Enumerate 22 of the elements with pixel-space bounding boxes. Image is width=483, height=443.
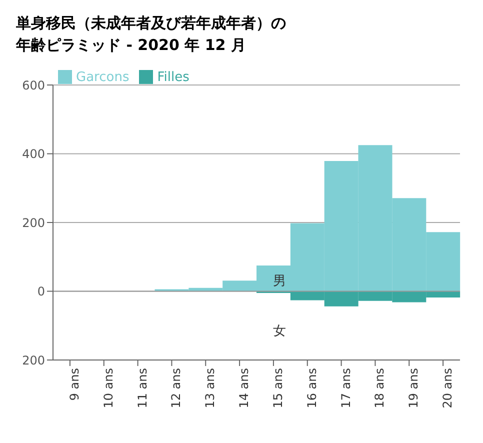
x-tick-label: 12 ans	[169, 368, 184, 408]
y-tick-label: 200	[22, 353, 45, 368]
x-tick-label: 20 ans	[440, 368, 455, 408]
legend-label: Filles	[157, 70, 190, 85]
annotation: 女	[273, 323, 286, 340]
x-tick-label: 15 ans	[270, 368, 285, 408]
y-tick-label: 400	[22, 147, 45, 162]
x-tick-label: 18 ans	[372, 368, 387, 408]
x-tick-label: 14 ans	[237, 368, 252, 408]
x-tick-label: 9 ans	[67, 368, 82, 401]
x-tick-label: 11 ans	[135, 368, 150, 408]
x-tick-label: 17 ans	[338, 368, 353, 408]
x-tick-label: 19 ans	[406, 368, 421, 408]
annotation: 男	[273, 273, 286, 290]
chart-title: 単身移民（未成年者及び若年成年者）の年齢ピラミッド - 2020 年 12 月	[14, 13, 287, 56]
x-tick-label: 13 ans	[203, 368, 218, 408]
y-tick-label: 0	[37, 284, 45, 299]
legend-label: Garcons	[76, 70, 130, 85]
y-tick-label: 200	[22, 216, 45, 230]
y-tick-label: 600	[22, 78, 45, 92]
x-tick-label: 16 ans	[304, 368, 319, 408]
x-tick-label: 10 ans	[101, 368, 116, 408]
